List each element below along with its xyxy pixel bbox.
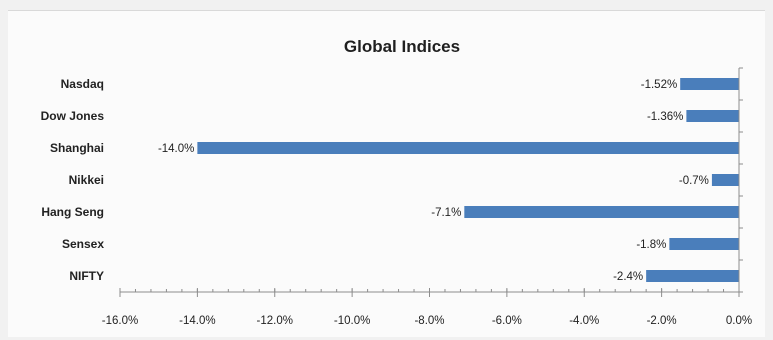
bar-sensex [669, 238, 739, 250]
data-label: -7.1% [431, 207, 461, 219]
x-tick-label: -14.0% [179, 315, 215, 327]
data-label: -1.36% [647, 111, 683, 123]
category-label: Shanghai [50, 141, 104, 155]
x-tick-label: -8.0% [414, 315, 444, 327]
x-tick-label: -12.0% [257, 315, 293, 327]
category-label: Nasdaq [61, 77, 104, 91]
bar-dow-jones [686, 110, 739, 122]
bar-hang-seng [464, 206, 739, 218]
data-label: -2.4% [613, 271, 643, 283]
x-tick-label: -6.0% [492, 315, 522, 327]
category-label: Dow Jones [41, 109, 105, 123]
category-label: Sensex [62, 237, 104, 251]
x-tick-label: -2.0% [647, 315, 677, 327]
x-tick-label: 0.0% [726, 315, 752, 327]
bar-nasdaq [680, 78, 739, 90]
data-label: -1.52% [641, 79, 677, 91]
data-label: -0.7% [679, 175, 709, 187]
category-label: Nikkei [69, 173, 104, 187]
category-label: Hang Seng [41, 205, 104, 219]
x-tick-label: -10.0% [334, 315, 370, 327]
x-tick-label: -4.0% [569, 315, 599, 327]
bar-shanghai [197, 142, 739, 154]
bar-nifty [646, 270, 739, 282]
chart-frame [8, 10, 765, 337]
data-label: -14.0% [158, 143, 194, 155]
bar-nikkei [711, 174, 739, 186]
x-tick-label: -16.0% [102, 315, 138, 327]
chart-title: Global Indices [344, 37, 460, 56]
category-label: NIFTY [69, 269, 104, 283]
data-label: -1.8% [636, 239, 666, 251]
